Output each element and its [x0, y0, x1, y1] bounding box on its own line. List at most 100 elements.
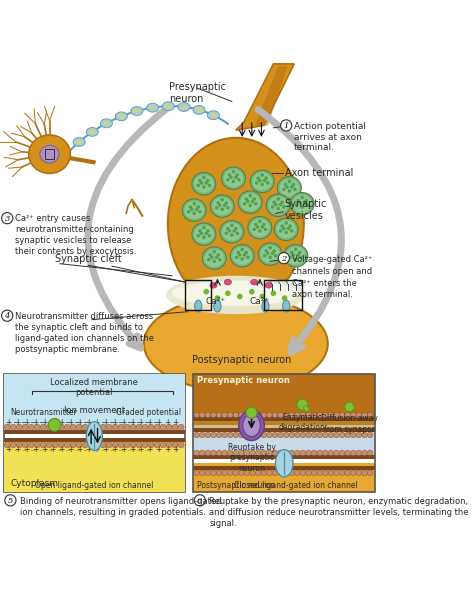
Circle shape — [283, 412, 289, 418]
Circle shape — [197, 234, 200, 238]
Circle shape — [203, 289, 209, 294]
Circle shape — [206, 179, 210, 182]
Text: Closed ligand-gated ion channel: Closed ligand-gated ion channel — [234, 481, 358, 490]
Circle shape — [100, 442, 106, 448]
Circle shape — [283, 183, 287, 186]
Circle shape — [100, 424, 106, 430]
Circle shape — [300, 450, 306, 456]
Ellipse shape — [284, 245, 308, 267]
Circle shape — [274, 203, 278, 207]
Circle shape — [172, 442, 178, 448]
Circle shape — [58, 424, 64, 430]
Text: 3: 3 — [5, 214, 10, 223]
Text: +: + — [23, 418, 29, 427]
Circle shape — [216, 432, 222, 438]
Circle shape — [233, 450, 238, 456]
Circle shape — [245, 251, 248, 254]
Bar — [193, 456, 375, 459]
Circle shape — [304, 199, 308, 202]
Circle shape — [328, 412, 334, 418]
Circle shape — [5, 495, 16, 506]
Circle shape — [236, 173, 239, 177]
Circle shape — [271, 205, 274, 209]
Text: +: + — [32, 445, 38, 454]
Ellipse shape — [182, 105, 186, 109]
Circle shape — [226, 178, 229, 181]
Circle shape — [210, 470, 216, 476]
Circle shape — [244, 450, 250, 456]
Circle shape — [289, 256, 292, 259]
Text: +: + — [164, 445, 170, 454]
Text: Cytoplasm: Cytoplasm — [10, 479, 58, 488]
Circle shape — [306, 432, 311, 438]
Ellipse shape — [269, 196, 288, 214]
Circle shape — [345, 470, 351, 476]
Circle shape — [210, 432, 216, 438]
Text: +: + — [146, 418, 153, 427]
Circle shape — [250, 432, 255, 438]
Circle shape — [22, 442, 28, 448]
Circle shape — [82, 442, 88, 448]
Circle shape — [351, 412, 356, 418]
Circle shape — [244, 412, 250, 418]
Circle shape — [345, 450, 351, 456]
Ellipse shape — [303, 406, 309, 411]
Ellipse shape — [224, 279, 231, 285]
Circle shape — [218, 204, 222, 207]
Circle shape — [222, 432, 228, 438]
Circle shape — [195, 208, 199, 211]
Circle shape — [172, 424, 178, 430]
Circle shape — [294, 450, 300, 456]
Circle shape — [200, 450, 205, 456]
Text: +: + — [85, 445, 91, 454]
Ellipse shape — [86, 421, 102, 451]
Circle shape — [339, 432, 345, 438]
Text: Neurotransmitter diffuses across
the synaptic cleft and binds to
ligand-gated io: Neurotransmitter diffuses across the syn… — [15, 312, 154, 354]
Circle shape — [328, 470, 334, 476]
Text: Diffusion away
from synapse: Diffusion away from synapse — [321, 414, 378, 433]
Ellipse shape — [250, 170, 274, 193]
Circle shape — [10, 424, 16, 430]
Circle shape — [223, 204, 227, 207]
Circle shape — [250, 450, 255, 456]
Circle shape — [228, 229, 231, 233]
Circle shape — [300, 256, 303, 259]
Circle shape — [225, 232, 228, 235]
Circle shape — [166, 424, 172, 430]
Circle shape — [301, 205, 304, 209]
Circle shape — [268, 256, 272, 259]
Circle shape — [235, 256, 238, 259]
Circle shape — [245, 197, 248, 201]
Circle shape — [292, 183, 295, 186]
Text: Synaptic
vesicles: Synaptic vesicles — [284, 199, 327, 221]
Circle shape — [300, 432, 306, 438]
Circle shape — [226, 227, 229, 230]
Circle shape — [339, 412, 345, 418]
Circle shape — [263, 254, 266, 257]
Bar — [193, 432, 375, 457]
Circle shape — [311, 470, 317, 476]
Circle shape — [240, 257, 244, 261]
Circle shape — [206, 229, 210, 233]
Ellipse shape — [280, 179, 299, 196]
Circle shape — [264, 227, 267, 231]
Text: +: + — [50, 418, 56, 427]
Circle shape — [262, 223, 265, 226]
Circle shape — [250, 470, 255, 476]
Circle shape — [194, 412, 200, 418]
Circle shape — [323, 412, 328, 418]
Text: +: + — [41, 445, 47, 454]
Circle shape — [142, 442, 148, 448]
Bar — [193, 466, 375, 470]
Circle shape — [367, 450, 373, 456]
Text: Postsynaptic neuron: Postsynaptic neuron — [192, 355, 291, 365]
Circle shape — [272, 450, 278, 456]
Text: 5: 5 — [8, 497, 13, 504]
Bar — [4, 374, 185, 430]
Circle shape — [208, 184, 211, 187]
Ellipse shape — [275, 450, 293, 477]
Circle shape — [282, 227, 285, 230]
Circle shape — [88, 424, 94, 430]
Bar — [193, 463, 375, 493]
Ellipse shape — [131, 107, 143, 115]
